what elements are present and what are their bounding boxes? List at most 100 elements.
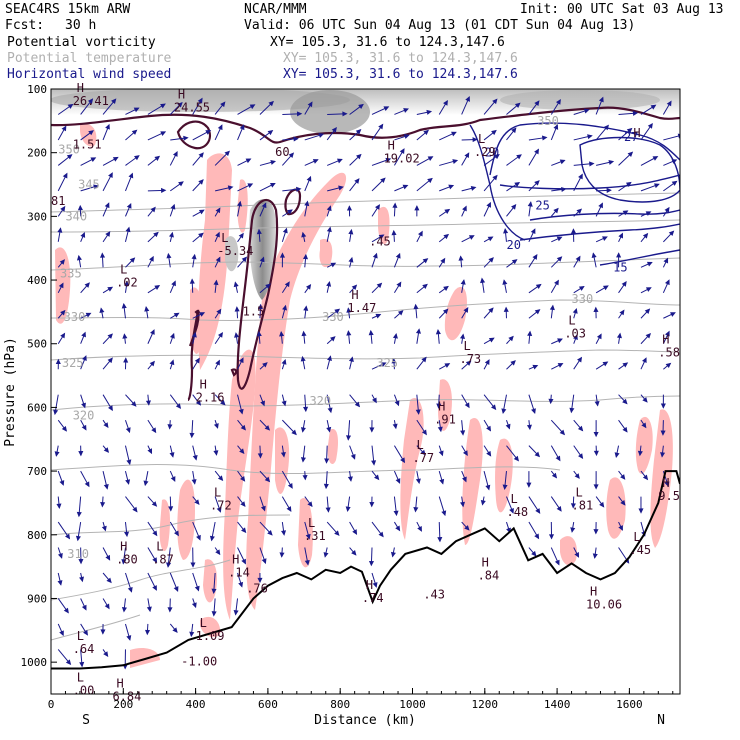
model-name: SEAC4RS 15km ARW	[5, 2, 131, 17]
wind-vector-head	[671, 159, 678, 164]
fcst-label: Fcst:	[5, 18, 45, 33]
org-name: NCAR/MMM	[244, 2, 307, 17]
wind-vector-head	[602, 361, 609, 367]
pv-region	[159, 499, 170, 552]
wind-vector-head	[346, 330, 352, 336]
pv-region	[327, 429, 338, 465]
wind-vector-head	[209, 535, 215, 542]
wind-vector-head	[396, 281, 402, 288]
pv-extremum-value: 26.41	[73, 94, 109, 108]
wind-vector-head	[296, 111, 303, 117]
pv-region	[319, 239, 333, 268]
wind-vector-head	[348, 228, 354, 235]
wind-labels: 20 25 20 15 27	[485, 130, 639, 275]
pv-extremum-value: 24.55	[174, 101, 210, 115]
pv-extremum-mark: L	[510, 492, 517, 506]
wind-vector-head	[280, 452, 286, 458]
wind-vector-head	[146, 606, 152, 613]
pv-region	[298, 498, 313, 568]
stratosphere-shading-core	[290, 90, 370, 134]
wind-vector-head	[194, 357, 200, 364]
wind-vector-head	[125, 427, 131, 434]
pv-extremum-value: .29	[474, 145, 496, 159]
theta-isoline	[51, 614, 141, 641]
wind-vector-head	[503, 227, 509, 234]
wind-vector-head	[480, 277, 486, 284]
wind-vector-head	[556, 236, 563, 242]
wind-vector-head	[123, 357, 129, 363]
wind-vector-head	[79, 661, 85, 668]
wind-vector-head	[420, 449, 426, 456]
wind-vector-head	[491, 129, 497, 136]
wind-vector-head	[486, 425, 492, 432]
wind-vector-head	[59, 480, 65, 486]
wind-vector-head	[144, 306, 150, 312]
wind-vector-head	[195, 400, 202, 406]
wind-vector-head	[534, 180, 540, 186]
wind-vector-head	[627, 151, 634, 158]
pv-region	[400, 398, 424, 540]
wind-vector-head	[350, 453, 356, 460]
wind-vector-head	[282, 304, 287, 311]
wind-vector-head	[81, 424, 87, 431]
wind-vector-head	[151, 501, 158, 507]
wind-vector-head	[196, 534, 201, 541]
wind-vector-head	[131, 129, 138, 135]
wind-vector-head	[561, 186, 567, 193]
wind-vector-head	[448, 184, 455, 190]
wind-vector-head	[161, 187, 167, 193]
wind-vector-head	[578, 285, 585, 291]
wind-vector-head	[505, 423, 511, 430]
wind-vector-head	[570, 527, 576, 533]
wind-vector-head	[541, 135, 548, 141]
wind-vector-head	[399, 148, 405, 154]
y-tick-label: 700	[27, 465, 47, 478]
wind-vector-head	[288, 152, 295, 159]
wind-vector-head	[622, 210, 629, 216]
wind-vector-head	[287, 483, 293, 489]
wind-label: 25	[535, 199, 549, 213]
pv-region	[275, 427, 290, 494]
field-xy-pv: XY= 105.3, 31.6 to 124.3,147.6	[270, 35, 505, 50]
wind-vector-head	[345, 435, 352, 441]
pv-extremum-mark: H	[366, 578, 373, 592]
pv-extremum-value: .45	[369, 234, 391, 248]
wind-vector-head	[81, 604, 87, 611]
wind-label: 15	[613, 260, 627, 274]
wind-vector-head	[303, 305, 309, 311]
wind-vector-head	[462, 205, 467, 212]
wind-vector-head	[602, 236, 608, 241]
wind-vector-head	[511, 127, 517, 134]
wind-vector-head	[189, 278, 195, 284]
wind-vector-head	[621, 280, 627, 287]
wind-vector-head	[619, 309, 625, 316]
wind-vector-head	[652, 156, 659, 161]
theta-label: 335	[60, 267, 82, 281]
wind-vector-head	[126, 635, 132, 641]
pv-high-column	[249, 199, 276, 300]
wind-vector-head	[233, 281, 239, 288]
wind-vector-head	[194, 499, 200, 505]
wind-vector-head	[306, 175, 312, 182]
pv-extremum-value: 6.84	[112, 690, 141, 704]
pv-extremum-value: 19.02	[384, 152, 420, 166]
wind-vector-head	[240, 475, 246, 482]
wind-vector-head	[256, 330, 262, 337]
wind-vector-head	[99, 307, 105, 314]
pv-region	[438, 379, 452, 431]
y-tick-label: 100	[27, 83, 47, 96]
wind-vector-head	[557, 363, 564, 368]
pv-extremum-mark: H	[120, 540, 127, 554]
wind-vector-head	[66, 154, 73, 160]
wind-contour	[529, 209, 680, 221]
wind-vector-head	[82, 355, 87, 361]
wind-vector-head	[553, 207, 559, 214]
y-tick-label: 200	[27, 147, 47, 160]
pv-extremum-value: 81	[51, 194, 65, 208]
wind-vector-head	[372, 397, 377, 404]
wind-vector-head	[397, 310, 404, 316]
wind-vector-head	[501, 408, 507, 415]
wind-vector-head	[385, 157, 392, 163]
pv-extremum-value: 9.5	[658, 489, 680, 503]
wind-vector-head	[378, 123, 384, 130]
